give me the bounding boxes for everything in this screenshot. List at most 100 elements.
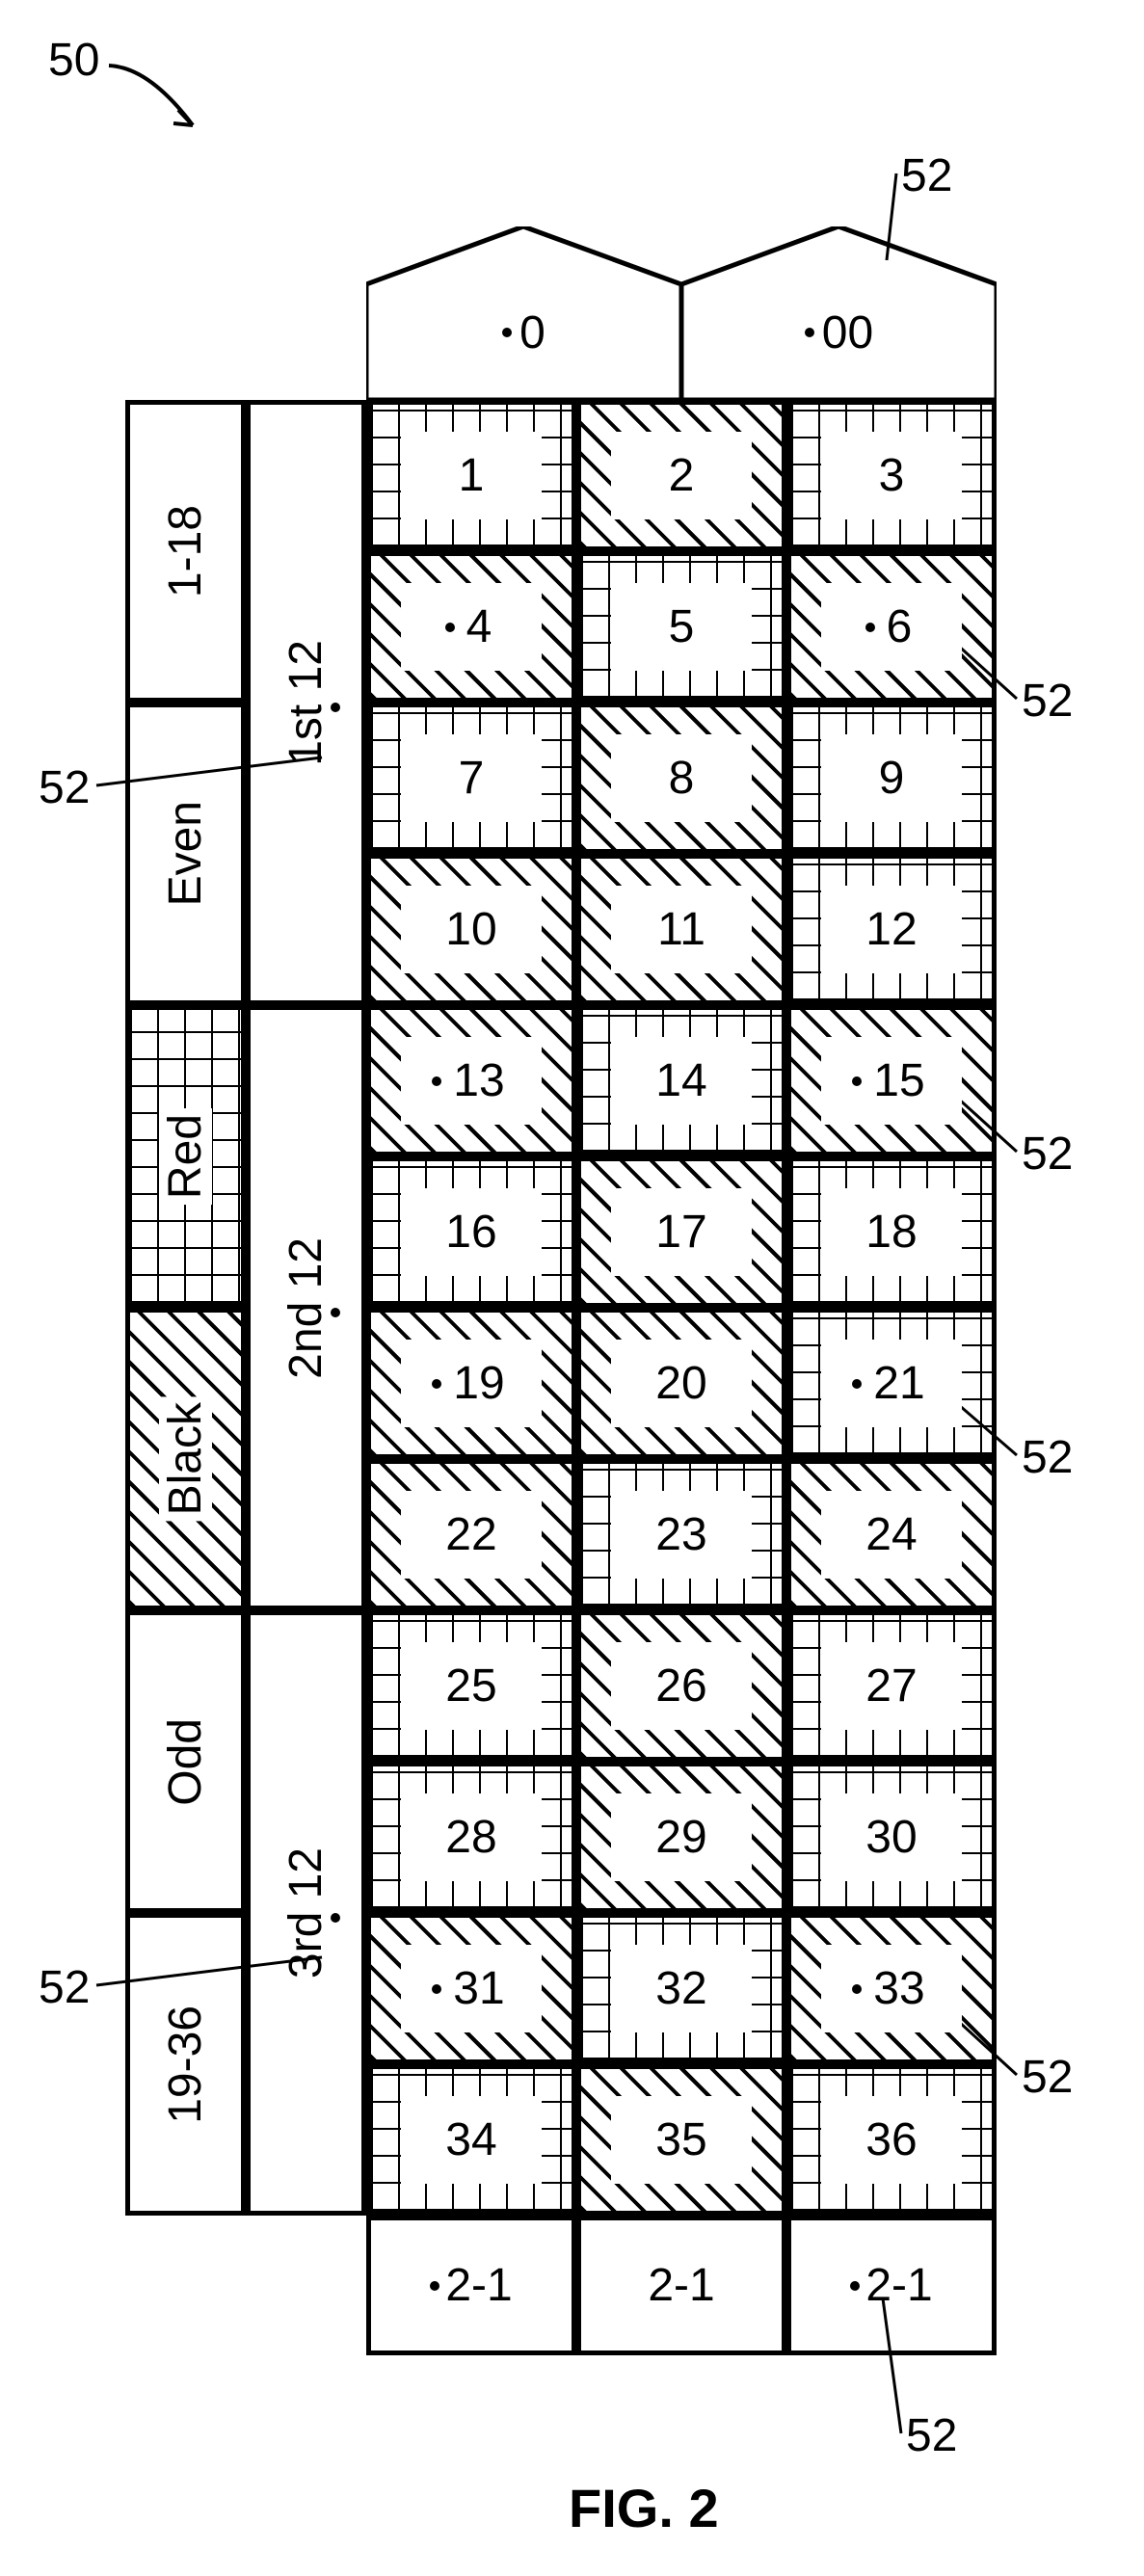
dozen-3rd-12[interactable]: 3rd 12 <box>246 1610 366 2216</box>
number-cell-31[interactable]: 31 <box>366 1913 576 2064</box>
callout-dot <box>432 1984 441 1994</box>
number-label: 35 <box>611 2096 752 2184</box>
number-cell-17[interactable]: 17 <box>576 1156 786 1308</box>
number-cell-12[interactable]: 12 <box>786 854 997 1005</box>
ref-label-52: 52 <box>1022 1128 1073 1181</box>
zero-0-label[interactable]: 0 <box>366 275 681 390</box>
number-cell-25[interactable]: 25 <box>366 1610 576 1762</box>
number-label: 31 <box>401 1945 542 2032</box>
number-cell-23[interactable]: 23 <box>576 1459 786 1610</box>
number-cell-24[interactable]: 24 <box>786 1459 997 1610</box>
number-label: 27 <box>821 1642 962 1730</box>
number-cell-32[interactable]: 32 <box>576 1913 786 2064</box>
number-cell-29[interactable]: 29 <box>576 1762 786 1913</box>
ref-label-52: 52 <box>39 761 90 814</box>
number-label: 15 <box>821 1037 962 1125</box>
zero-00-label[interactable]: 00 <box>681 275 997 390</box>
number-label: 34 <box>401 2096 542 2184</box>
leader-line <box>92 1952 327 1990</box>
callout-dot <box>805 328 814 337</box>
leader-line <box>882 169 901 265</box>
number-label: 1 <box>401 432 542 519</box>
number-cell-4[interactable]: 4 <box>366 551 576 703</box>
callout-dot <box>430 2281 439 2291</box>
number-cell-1[interactable]: 1 <box>366 400 576 551</box>
number-label: 9 <box>821 734 962 822</box>
number-cell-26[interactable]: 26 <box>576 1610 786 1762</box>
number-cell-8[interactable]: 8 <box>576 703 786 854</box>
ref-label-52: 52 <box>901 149 952 202</box>
number-label: 25 <box>401 1642 542 1730</box>
outside-Odd[interactable]: Odd <box>125 1610 246 1913</box>
number-cell-7[interactable]: 7 <box>366 703 576 854</box>
number-label: 2 <box>611 432 752 519</box>
number-label: 19 <box>401 1340 542 1427</box>
ref-label-52: 52 <box>1022 2051 1073 2104</box>
number-cell-22[interactable]: 22 <box>366 1459 576 1610</box>
number-cell-20[interactable]: 20 <box>576 1308 786 1459</box>
number-label: 5 <box>611 583 752 671</box>
number-cell-16[interactable]: 16 <box>366 1156 576 1308</box>
number-label: 3 <box>821 432 962 519</box>
number-label: 18 <box>821 1188 962 1276</box>
number-label: 36 <box>821 2096 962 2184</box>
number-label: 6 <box>821 583 962 671</box>
number-label: 12 <box>821 886 962 973</box>
outside-Even[interactable]: Even <box>125 703 246 1005</box>
callout-dot <box>852 1076 862 1086</box>
callout-dot <box>432 1076 441 1086</box>
number-label: 33 <box>821 1945 962 2032</box>
number-cell-27[interactable]: 27 <box>786 1610 997 1762</box>
number-label: 28 <box>401 1793 542 1881</box>
number-cell-34[interactable]: 34 <box>366 2064 576 2216</box>
number-cell-13[interactable]: 13 <box>366 1005 576 1156</box>
number-cell-14[interactable]: 14 <box>576 1005 786 1156</box>
number-cell-28[interactable]: 28 <box>366 1762 576 1913</box>
number-cell-10[interactable]: 10 <box>366 854 576 1005</box>
number-cell-5[interactable]: 5 <box>576 551 786 703</box>
column-bet-1[interactable]: 2-1 <box>576 2216 786 2355</box>
number-cell-11[interactable]: 11 <box>576 854 786 1005</box>
number-cell-35[interactable]: 35 <box>576 2064 786 2216</box>
number-label: 8 <box>611 734 752 822</box>
number-label: 24 <box>821 1491 962 1579</box>
outside-Black[interactable]: Black <box>125 1308 246 1610</box>
figure-number-arrow <box>101 58 207 145</box>
callout-dot <box>865 623 875 632</box>
ref-label-52: 52 <box>1022 1431 1073 1484</box>
leader-line <box>878 2294 906 2438</box>
number-label: 22 <box>401 1491 542 1579</box>
callout-dot <box>502 328 512 337</box>
number-label: 16 <box>401 1188 542 1276</box>
column-bet-0[interactable]: 2-1 <box>366 2216 576 2355</box>
outside-1-18[interactable]: 1-18 <box>125 400 246 703</box>
number-label: 26 <box>611 1642 752 1730</box>
number-cell-2[interactable]: 2 <box>576 400 786 551</box>
number-cell-9[interactable]: 9 <box>786 703 997 854</box>
outside-Red[interactable]: Red <box>125 1005 246 1308</box>
number-cell-19[interactable]: 19 <box>366 1308 576 1459</box>
ref-label-52: 52 <box>1022 675 1073 728</box>
number-label: 4 <box>401 583 542 671</box>
number-label: 13 <box>401 1037 542 1125</box>
number-label: 11 <box>611 886 752 973</box>
dozen-2nd-12[interactable]: 2nd 12 <box>246 1005 366 1610</box>
figure-number-label: 50 <box>48 34 99 87</box>
number-cell-36[interactable]: 36 <box>786 2064 997 2216</box>
ref-label-52: 52 <box>39 1961 90 2014</box>
number-label: 30 <box>821 1793 962 1881</box>
number-label: 23 <box>611 1491 752 1579</box>
dozen-1st-12[interactable]: 1st 12 <box>246 400 366 1005</box>
callout-dot <box>850 2281 860 2291</box>
callout-dot <box>852 1984 862 1994</box>
zero-00-text: 00 <box>822 306 873 359</box>
number-label: 10 <box>401 886 542 973</box>
callout-dot <box>432 1379 441 1389</box>
number-cell-18[interactable]: 18 <box>786 1156 997 1308</box>
ref-label-52: 52 <box>906 2409 957 2462</box>
number-label: 29 <box>611 1793 752 1881</box>
number-cell-30[interactable]: 30 <box>786 1762 997 1913</box>
number-label: 20 <box>611 1340 752 1427</box>
number-cell-3[interactable]: 3 <box>786 400 997 551</box>
figure-caption: FIG. 2 <box>569 2477 719 2539</box>
